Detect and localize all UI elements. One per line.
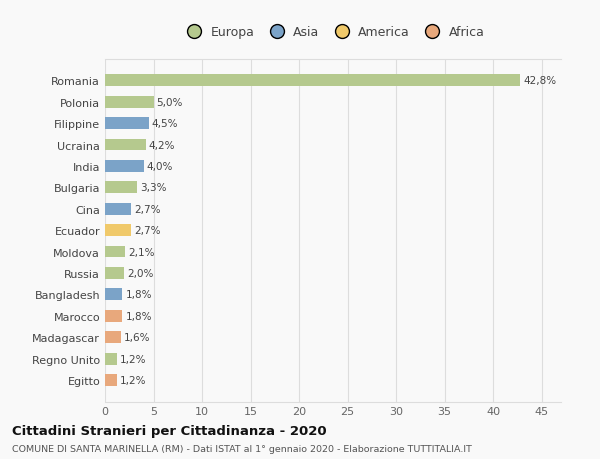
Text: 2,1%: 2,1% — [128, 247, 155, 257]
Bar — [105, 161, 144, 173]
Bar — [105, 96, 154, 108]
Bar — [105, 353, 116, 365]
Text: 42,8%: 42,8% — [523, 76, 556, 86]
Text: 4,5%: 4,5% — [152, 119, 178, 129]
Bar — [105, 225, 131, 236]
Bar — [105, 246, 125, 258]
Bar — [105, 203, 131, 215]
Text: 2,7%: 2,7% — [134, 226, 161, 235]
Text: 1,8%: 1,8% — [125, 290, 152, 300]
Bar — [105, 331, 121, 343]
Bar — [105, 310, 122, 322]
Text: 5,0%: 5,0% — [157, 97, 183, 107]
Text: 1,2%: 1,2% — [119, 375, 146, 385]
Legend: Europa, Asia, America, Africa: Europa, Asia, America, Africa — [176, 22, 490, 45]
Bar — [105, 75, 520, 87]
Bar — [105, 140, 146, 151]
Text: Cittadini Stranieri per Cittadinanza - 2020: Cittadini Stranieri per Cittadinanza - 2… — [12, 424, 326, 437]
Text: 4,2%: 4,2% — [149, 140, 175, 150]
Text: 2,0%: 2,0% — [127, 269, 154, 278]
Bar — [105, 375, 116, 386]
Bar — [105, 118, 149, 130]
Text: 4,0%: 4,0% — [147, 162, 173, 172]
Text: COMUNE DI SANTA MARINELLA (RM) - Dati ISTAT al 1° gennaio 2020 - Elaborazione TU: COMUNE DI SANTA MARINELLA (RM) - Dati IS… — [12, 444, 472, 453]
Bar — [105, 182, 137, 194]
Bar — [105, 268, 124, 279]
Bar — [105, 289, 122, 301]
Text: 1,6%: 1,6% — [124, 332, 150, 342]
Text: 1,2%: 1,2% — [119, 354, 146, 364]
Text: 1,8%: 1,8% — [125, 311, 152, 321]
Text: 3,3%: 3,3% — [140, 183, 166, 193]
Text: 2,7%: 2,7% — [134, 204, 161, 214]
